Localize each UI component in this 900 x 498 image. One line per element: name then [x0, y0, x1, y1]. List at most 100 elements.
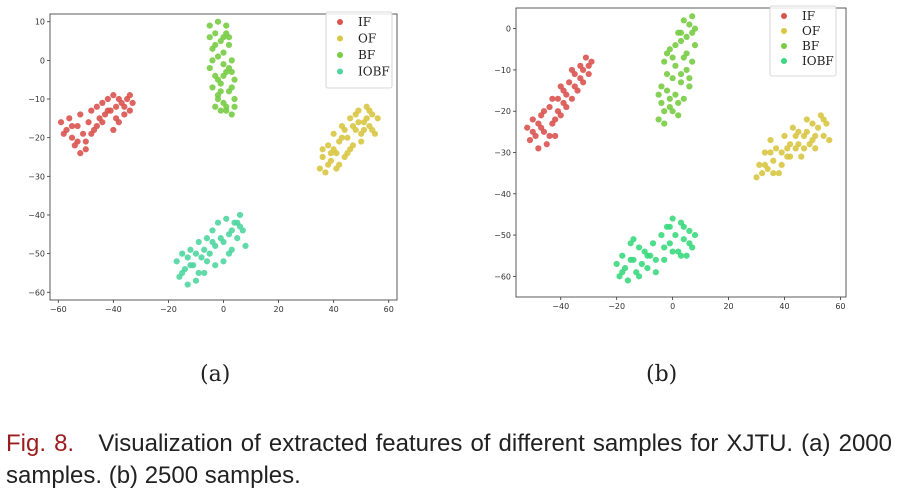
x-tick-label: −20: [160, 305, 177, 314]
data-point-of: [778, 149, 785, 156]
data-point-if: [93, 103, 100, 110]
data-point-bf: [680, 54, 687, 61]
data-point-of: [803, 116, 810, 123]
data-point-if: [112, 103, 120, 110]
data-point-bf: [228, 84, 235, 91]
data-point-if: [77, 150, 84, 157]
data-point-of: [792, 132, 799, 140]
data-point-bf: [223, 107, 230, 114]
y-tick-label: 0: [506, 25, 511, 34]
data-point-bf: [680, 95, 687, 102]
data-point-if: [524, 124, 531, 131]
data-point-if: [129, 99, 136, 106]
legend-label-of: OF: [358, 32, 376, 46]
data-point-if: [529, 116, 536, 123]
data-point-of: [330, 130, 337, 137]
data-point-iobf: [677, 252, 685, 259]
data-point-of: [770, 157, 777, 164]
data-point-of: [753, 174, 760, 181]
data-point-of: [812, 145, 819, 152]
data-point-iobf: [187, 262, 194, 269]
data-point-iobf: [686, 227, 693, 235]
data-point-bf: [655, 91, 662, 98]
data-point-if: [82, 138, 89, 145]
data-point-if: [121, 111, 128, 118]
data-point-if: [529, 128, 536, 135]
data-point-bf: [663, 50, 671, 57]
data-point-iobf: [234, 219, 241, 226]
data-point-iobf: [680, 236, 687, 243]
data-point-if: [99, 99, 106, 106]
data-point-iobf: [613, 260, 620, 268]
data-point-bf: [672, 62, 679, 69]
data-point-bf: [661, 120, 668, 127]
x-tick-label: 0: [670, 302, 675, 311]
data-point-if: [535, 120, 542, 127]
y-tick-label: −40: [28, 211, 45, 220]
data-point-iobf: [206, 250, 213, 257]
data-point-if: [582, 54, 590, 61]
data-point-bf: [214, 18, 222, 25]
data-point-iobf: [619, 252, 626, 259]
data-point-of: [363, 115, 370, 122]
data-point-iobf: [658, 231, 665, 239]
data-point-iobf: [228, 227, 235, 234]
scatter-plot-b: −40 −20 0 20 40 60 0 −10 −20 −30 −40 −50 −60 IFOFBFIO…: [494, 5, 847, 311]
data-point-iobf: [652, 269, 659, 276]
data-point-bf: [212, 41, 219, 49]
data-point-bf: [220, 61, 227, 68]
data-point-if: [77, 111, 84, 118]
data-point-of: [809, 137, 816, 144]
data-point-bf: [228, 111, 235, 118]
x-tick-label: 20: [723, 302, 733, 311]
data-point-if: [546, 103, 553, 111]
data-point-bf: [225, 34, 233, 41]
figure-caption: Fig. 8. Visualization of extracted featu…: [6, 428, 892, 492]
data-point-iobf: [234, 235, 241, 242]
data-point-of: [761, 161, 768, 168]
y-tick-label: −20: [28, 134, 45, 143]
data-point-bf: [228, 68, 235, 76]
data-point-iobf: [214, 219, 222, 226]
data-point-bf: [661, 58, 668, 65]
data-point-iobf: [666, 223, 673, 230]
data-point-bf: [209, 57, 216, 64]
data-point-bf: [206, 22, 213, 29]
data-point-iobf: [192, 277, 200, 284]
legend-marker-iobf: [337, 68, 343, 75]
data-point-iobf: [220, 238, 227, 246]
data-point-bf: [691, 25, 699, 32]
data-point-bf: [212, 30, 219, 37]
data-point-if: [104, 95, 111, 103]
data-point-iobf: [661, 256, 668, 263]
data-point-if: [88, 130, 95, 137]
x-tick-label: −20: [608, 302, 625, 311]
data-point-iobf: [209, 238, 216, 246]
data-point-iobf: [223, 215, 230, 222]
data-point-iobf: [669, 248, 676, 255]
data-point-if: [552, 116, 559, 123]
data-point-of: [770, 170, 777, 177]
data-point-of: [360, 126, 368, 134]
data-point-if: [74, 138, 81, 145]
data-point-iobf: [666, 240, 673, 247]
data-point-iobf: [649, 240, 657, 247]
data-point-iobf: [672, 231, 679, 239]
data-point-iobf: [691, 231, 699, 239]
data-point-if: [568, 66, 576, 74]
y-tick-label: −60: [494, 272, 511, 281]
data-point-of: [820, 132, 827, 140]
data-point-of: [814, 124, 822, 131]
y-tick-label: 0: [40, 56, 45, 65]
data-point-if: [68, 134, 76, 141]
data-point-of: [775, 170, 782, 177]
data-point-if: [93, 122, 100, 130]
data-point-bf: [686, 21, 693, 28]
legend-label-of: OF: [802, 24, 820, 38]
data-point-of: [800, 145, 808, 152]
data-point-iobf: [225, 250, 233, 257]
data-point-of: [767, 149, 774, 156]
y-tick-label: −50: [28, 250, 45, 259]
y-tick-label: −30: [494, 149, 511, 158]
data-point-of: [352, 111, 359, 118]
